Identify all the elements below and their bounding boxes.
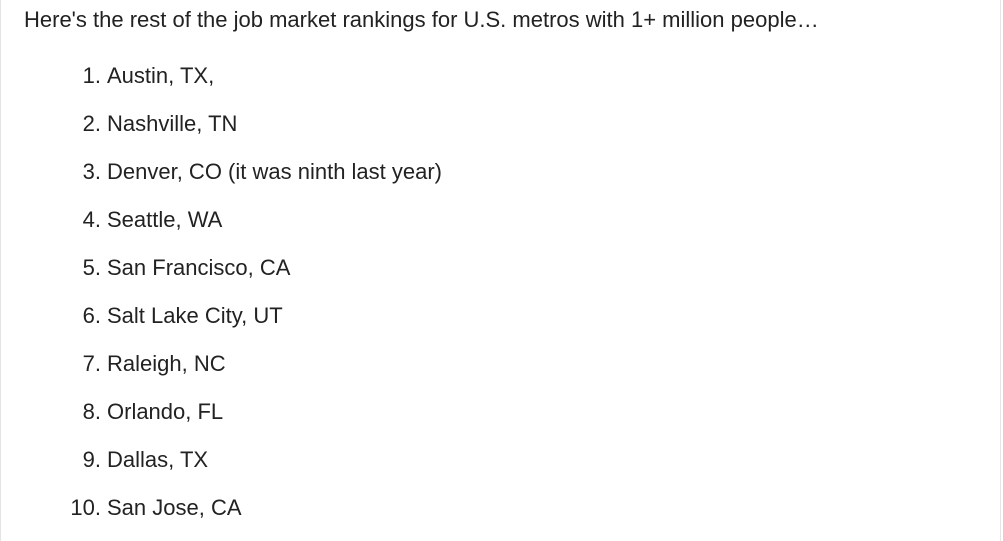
rank-number: 2. <box>82 111 101 136</box>
rank-number: 10. <box>70 495 101 520</box>
rank-city: San Jose, CA <box>107 495 242 520</box>
rank-number: 7. <box>82 351 101 376</box>
rank-city: Denver, CO (it was ninth last year) <box>107 159 443 184</box>
rank-number: 9. <box>82 447 101 472</box>
rank-city: Raleigh, NC <box>107 351 226 376</box>
rank-city: Seattle, WA <box>107 207 223 232</box>
rank-number: 3. <box>82 159 101 184</box>
rank-city: Orlando, FL <box>107 399 224 424</box>
rank-city: Salt Lake City, UT <box>107 303 283 328</box>
rank-city: Nashville, TN <box>107 111 238 136</box>
intro-paragraph: Here's the rest of the job market rankin… <box>24 7 819 32</box>
rank-number: 5. <box>82 255 101 280</box>
rank-city: Austin, TX, <box>107 63 215 88</box>
right-border <box>1000 0 1001 541</box>
rank-number: 8. <box>82 399 101 424</box>
rank-city: San Francisco, CA <box>107 255 291 280</box>
left-border <box>0 0 1 541</box>
rank-number: 1. <box>82 63 101 88</box>
rank-city: Dallas, TX <box>107 447 209 472</box>
rank-number: 4. <box>82 207 101 232</box>
rank-number: 6. <box>82 303 101 328</box>
